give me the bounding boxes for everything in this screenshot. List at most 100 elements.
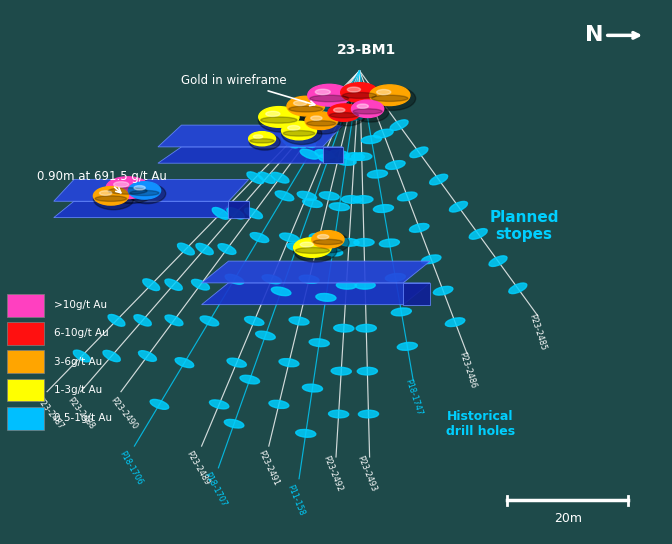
Ellipse shape	[339, 239, 359, 246]
Ellipse shape	[509, 283, 527, 294]
Ellipse shape	[370, 86, 415, 110]
Text: P23-2493: P23-2493	[355, 454, 378, 492]
Ellipse shape	[337, 281, 357, 289]
Ellipse shape	[391, 308, 411, 316]
Ellipse shape	[280, 233, 299, 242]
Ellipse shape	[287, 98, 330, 121]
Ellipse shape	[328, 104, 360, 121]
Ellipse shape	[106, 177, 149, 199]
Ellipse shape	[106, 178, 155, 203]
Ellipse shape	[329, 113, 359, 118]
Ellipse shape	[353, 109, 382, 114]
Ellipse shape	[334, 110, 353, 119]
Ellipse shape	[294, 101, 306, 106]
Text: P18-1747: P18-1747	[403, 378, 423, 417]
Text: P23-2485: P23-2485	[528, 312, 548, 351]
Ellipse shape	[334, 324, 354, 332]
Ellipse shape	[362, 135, 382, 144]
Ellipse shape	[343, 92, 376, 98]
Ellipse shape	[353, 196, 373, 203]
Ellipse shape	[296, 248, 329, 254]
Ellipse shape	[317, 101, 333, 112]
Ellipse shape	[328, 106, 366, 126]
Ellipse shape	[128, 182, 161, 199]
Text: >10g/t Au: >10g/t Au	[54, 300, 107, 310]
Ellipse shape	[300, 149, 319, 159]
Ellipse shape	[351, 153, 372, 160]
Text: P23-2488: P23-2488	[65, 395, 96, 431]
Ellipse shape	[210, 400, 228, 409]
Text: 3-6g/t Au: 3-6g/t Au	[54, 357, 102, 367]
Bar	[7, 322, 44, 345]
Ellipse shape	[288, 126, 300, 130]
Ellipse shape	[329, 150, 349, 158]
Text: P23-2492: P23-2492	[321, 454, 344, 493]
Ellipse shape	[177, 243, 194, 255]
Ellipse shape	[128, 184, 166, 203]
Ellipse shape	[313, 239, 343, 245]
Ellipse shape	[341, 83, 378, 102]
Ellipse shape	[134, 186, 145, 190]
Ellipse shape	[294, 238, 331, 257]
Ellipse shape	[297, 191, 317, 200]
Ellipse shape	[165, 279, 182, 290]
Text: Planned
stopes: Planned stopes	[489, 209, 559, 242]
Ellipse shape	[298, 137, 315, 147]
Text: P18-1707: P18-1707	[202, 471, 228, 509]
Ellipse shape	[351, 102, 389, 122]
Ellipse shape	[300, 242, 313, 247]
Ellipse shape	[245, 208, 263, 219]
Ellipse shape	[333, 108, 345, 112]
Ellipse shape	[390, 120, 408, 131]
Ellipse shape	[212, 207, 229, 219]
Ellipse shape	[309, 339, 329, 347]
Ellipse shape	[289, 317, 309, 325]
Ellipse shape	[374, 129, 393, 138]
Ellipse shape	[376, 90, 390, 95]
Ellipse shape	[103, 350, 120, 362]
Ellipse shape	[279, 358, 299, 367]
Ellipse shape	[134, 315, 151, 326]
Ellipse shape	[245, 317, 264, 325]
Ellipse shape	[344, 153, 364, 160]
Ellipse shape	[336, 157, 356, 165]
Ellipse shape	[385, 274, 405, 281]
Text: P23-2486: P23-2486	[457, 350, 477, 390]
Ellipse shape	[362, 98, 381, 107]
Text: P18-1706: P18-1706	[118, 449, 144, 486]
Text: 1-3g/t Au: 1-3g/t Au	[54, 385, 102, 395]
Text: P23-2491: P23-2491	[257, 449, 281, 487]
Bar	[7, 350, 44, 373]
Ellipse shape	[108, 188, 147, 194]
Text: P11-158: P11-158	[286, 484, 306, 517]
Ellipse shape	[354, 239, 374, 246]
Ellipse shape	[224, 419, 244, 428]
Polygon shape	[323, 147, 343, 163]
Ellipse shape	[421, 255, 441, 264]
Ellipse shape	[370, 92, 388, 103]
Ellipse shape	[250, 139, 274, 143]
Ellipse shape	[429, 174, 448, 185]
Ellipse shape	[397, 342, 417, 350]
Ellipse shape	[356, 324, 376, 332]
Ellipse shape	[262, 275, 282, 284]
Ellipse shape	[312, 231, 344, 248]
Ellipse shape	[312, 233, 349, 252]
Ellipse shape	[271, 172, 289, 183]
Ellipse shape	[289, 106, 323, 112]
Ellipse shape	[302, 384, 323, 392]
Polygon shape	[158, 147, 343, 163]
Ellipse shape	[259, 107, 299, 127]
Ellipse shape	[320, 101, 337, 112]
Text: Historical
drill holes: Historical drill holes	[446, 410, 515, 438]
Ellipse shape	[357, 104, 368, 108]
Ellipse shape	[370, 85, 410, 106]
Ellipse shape	[249, 132, 276, 146]
Ellipse shape	[380, 239, 399, 247]
Ellipse shape	[305, 114, 343, 134]
Ellipse shape	[261, 117, 297, 123]
Ellipse shape	[299, 275, 319, 283]
Ellipse shape	[347, 110, 367, 118]
Ellipse shape	[368, 170, 388, 178]
Ellipse shape	[218, 244, 236, 255]
